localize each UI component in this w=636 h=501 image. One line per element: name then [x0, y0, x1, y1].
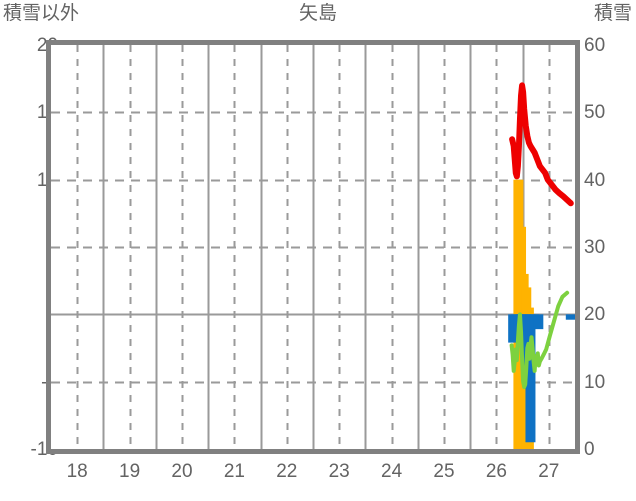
- line-series-snow-depth: [509, 82, 574, 207]
- plot-inner: [51, 45, 575, 449]
- x-axis-tick: 18: [66, 461, 88, 482]
- left-axis-title: 積雪以外: [3, 3, 80, 24]
- chart-title: 矢島: [298, 3, 337, 24]
- x-axis-tick: 20: [171, 461, 193, 482]
- y-axis-right-tick: 20: [584, 304, 606, 326]
- bar: [533, 314, 544, 330]
- x-axis-tick: 19: [119, 461, 141, 482]
- x-axis-tick: 23: [328, 461, 350, 482]
- x-axis-tick: 26: [485, 461, 507, 482]
- x-axis-tick: 25: [433, 461, 455, 482]
- x-axis-tick: 21: [223, 461, 245, 482]
- plot-area: [46, 40, 580, 454]
- x-axis-tick: 24: [381, 461, 403, 482]
- bar: [525, 314, 536, 443]
- x-axis-tick: 27: [538, 461, 560, 482]
- chart-svg: [51, 45, 575, 449]
- line-series-temperature: [509, 290, 570, 390]
- y-axis-right-tick: 60: [584, 35, 606, 56]
- y-axis-right-tick: 0: [584, 439, 595, 460]
- y-axis-right-tick: 50: [584, 102, 606, 124]
- y-axis-right-tick: 40: [584, 169, 606, 191]
- bar: [565, 314, 575, 320]
- y-axis-right-tick: 10: [584, 371, 606, 393]
- y-axis-right-tick: 30: [584, 237, 606, 258]
- right-axis-title: 積雪: [593, 3, 632, 24]
- x-axis-tick: 22: [276, 461, 298, 482]
